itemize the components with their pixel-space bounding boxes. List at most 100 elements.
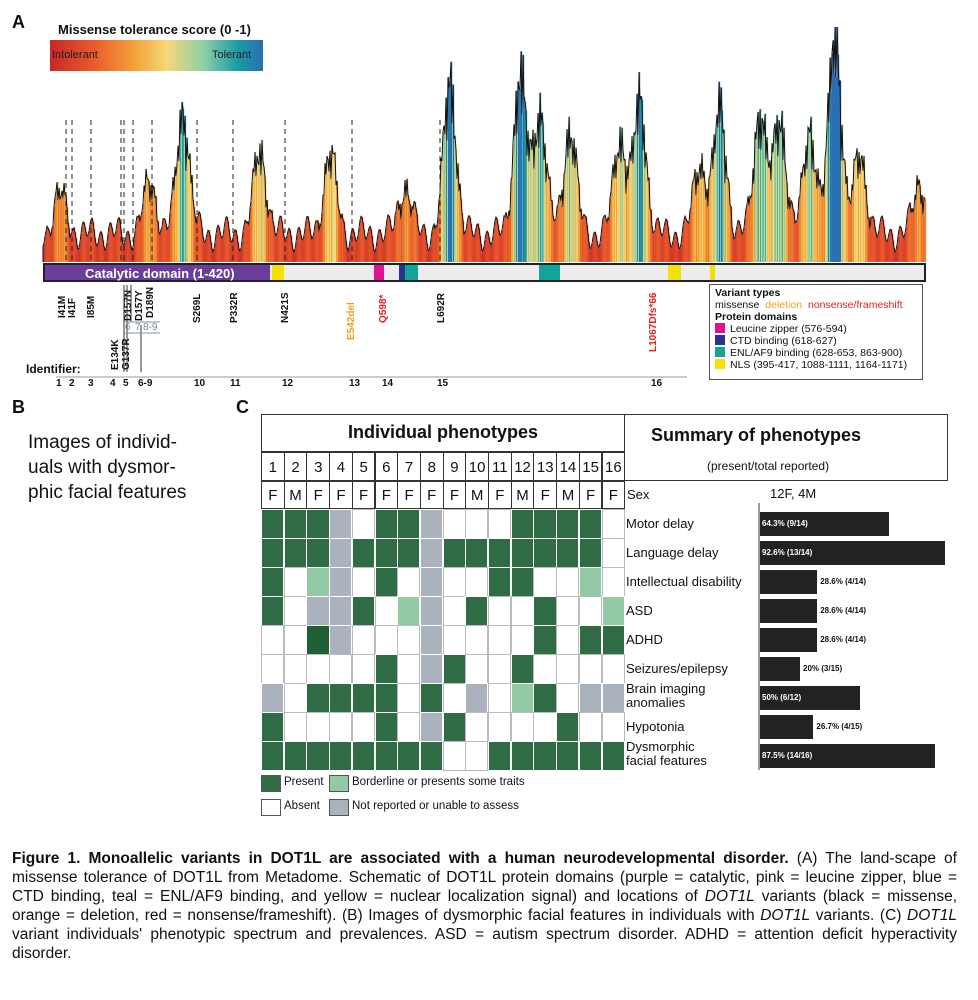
landscape-column — [923, 214, 925, 262]
landscape-column — [121, 229, 123, 262]
landscape-column — [925, 198, 927, 262]
landscape-column — [820, 179, 822, 262]
landscape-column — [667, 220, 669, 262]
landscape-column — [853, 190, 855, 262]
landscape-column — [214, 249, 216, 262]
landscape-column — [693, 180, 695, 262]
landscape-column — [76, 237, 78, 262]
landscape-column — [872, 217, 874, 262]
landscape-column — [606, 219, 608, 262]
landscape-column — [506, 212, 508, 262]
landscape-column — [316, 220, 318, 262]
phenotype-cell — [329, 741, 353, 771]
landscape-column — [140, 222, 142, 262]
landscape-column — [175, 166, 177, 262]
landscape-column — [898, 236, 900, 262]
landscape-column — [875, 227, 877, 262]
landscape-column — [874, 219, 876, 262]
landscape-column — [302, 239, 304, 262]
landscape-column — [710, 175, 712, 262]
individual-sex: F — [601, 481, 626, 509]
landscape-column — [157, 220, 159, 262]
landscape-column — [411, 217, 413, 262]
landscape-column — [212, 248, 214, 262]
landscape-column — [428, 249, 430, 262]
protein-domain-bar: Catalytic domain (1-420) — [43, 263, 926, 282]
landscape-column — [854, 159, 856, 262]
landscape-column — [222, 238, 224, 262]
landscape-column — [757, 122, 759, 263]
landscape-column — [69, 228, 71, 262]
landscape-column — [637, 93, 639, 262]
landscape-column — [256, 176, 258, 262]
nls-domain-3 — [710, 265, 715, 280]
landscape-column — [879, 230, 881, 262]
landscape-column — [204, 241, 206, 262]
individual-id: 16 — [601, 452, 626, 481]
landscape-column — [708, 206, 710, 262]
landscape-column — [463, 220, 465, 262]
landscape-column — [127, 232, 129, 262]
landscape-column — [791, 200, 793, 262]
landscape-column — [401, 219, 403, 262]
landscape-column — [736, 231, 738, 262]
landscape-column — [291, 235, 293, 262]
landscape-column — [851, 203, 853, 262]
landscape-column — [448, 77, 450, 262]
landscape-column — [568, 157, 570, 262]
landscape-column — [526, 110, 528, 262]
landscape-column — [391, 226, 393, 262]
absent-label: Absent — [284, 800, 320, 812]
landscape-column — [636, 130, 638, 262]
summary-bar — [760, 657, 800, 681]
landscape-column — [419, 231, 421, 262]
summary-bar — [760, 686, 860, 710]
summary-bar-label: 28.6% (4/14) — [820, 577, 866, 586]
landscape-column — [611, 191, 613, 262]
landscape-column — [383, 241, 385, 262]
phenotype-cell — [374, 741, 398, 771]
landscape-column — [191, 183, 193, 262]
landscape-column — [723, 133, 725, 262]
landscape-column — [784, 127, 786, 262]
landscape-column — [778, 156, 780, 262]
landscape-column — [451, 61, 453, 263]
landscape-column — [695, 168, 697, 262]
landscape-column — [458, 163, 460, 262]
landscape-column — [669, 235, 671, 262]
landscape-column — [472, 230, 474, 262]
landscape-column — [393, 229, 395, 262]
landscape-column — [678, 243, 680, 262]
landscape-column — [366, 239, 368, 262]
phenotype-cell — [533, 741, 557, 771]
landscape-column — [795, 223, 797, 262]
landscape-column — [153, 185, 155, 262]
individual-id: 14 — [556, 452, 580, 481]
landscape-column — [249, 224, 251, 262]
landscape-column — [246, 221, 248, 262]
landscape-column — [176, 175, 178, 262]
landscape-column — [661, 233, 663, 262]
landscape-column — [656, 221, 658, 262]
landscape-column — [109, 226, 111, 262]
landscape-column — [304, 235, 306, 262]
landscape-column — [418, 226, 420, 262]
landscape-column — [84, 222, 86, 262]
individual-sex: F — [533, 481, 558, 509]
landscape-column — [639, 72, 641, 262]
landscape-column — [521, 51, 523, 262]
landscape-column — [181, 134, 183, 262]
landscape-column — [765, 113, 767, 262]
landscape-column — [60, 199, 62, 262]
landscape-column — [321, 225, 323, 262]
landscape-column — [522, 115, 524, 262]
landscape-column — [460, 183, 462, 262]
landscape-column — [800, 195, 802, 262]
landscape-column — [168, 227, 170, 262]
landscape-column — [128, 231, 130, 262]
landscape-column — [45, 236, 47, 262]
landscape-column — [72, 232, 74, 262]
landscape-column — [734, 238, 736, 262]
summary-bar — [760, 512, 889, 536]
landscape-column — [169, 226, 171, 262]
